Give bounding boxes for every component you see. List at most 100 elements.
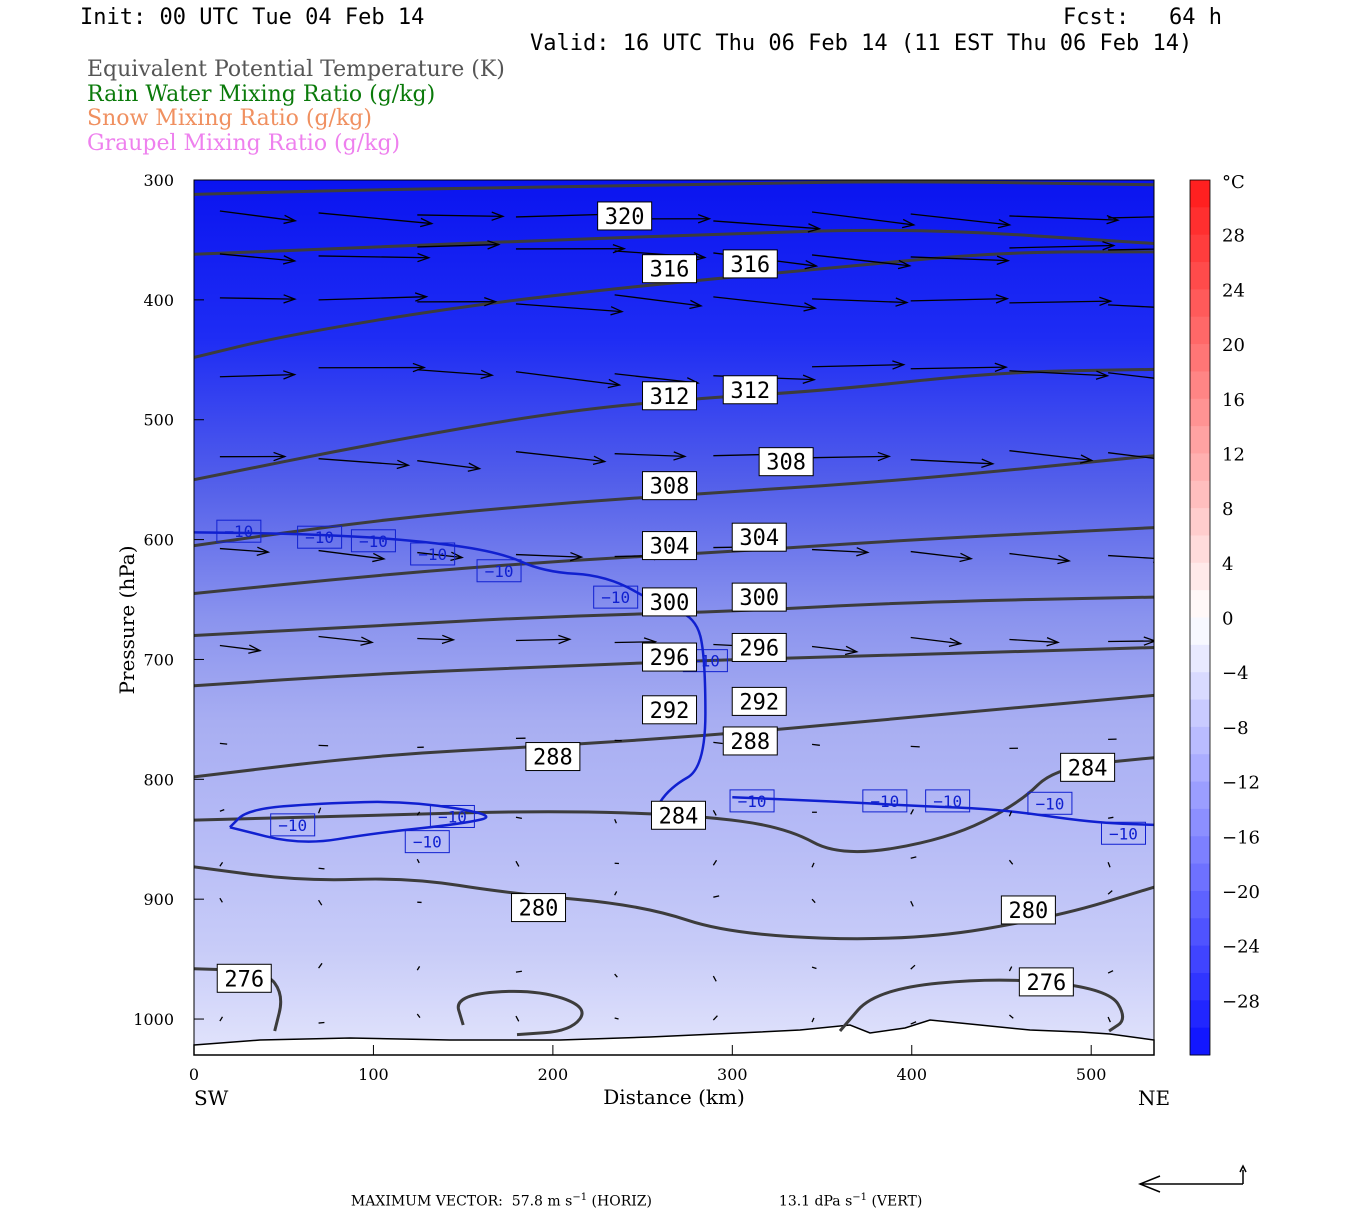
- y-tick-label: 600: [143, 531, 174, 550]
- y-axis-label: Pressure (hPa): [115, 546, 139, 695]
- colorbar-segment: [1190, 235, 1210, 263]
- colorbar-segment: [1190, 344, 1210, 372]
- colorbar-label: −4: [1222, 663, 1249, 684]
- colorbar-label: 28: [1222, 226, 1245, 247]
- vert-unit: dPa s: [815, 1194, 853, 1210]
- colorbar-segment: [1190, 289, 1210, 317]
- colorbar-label: 12: [1222, 444, 1245, 465]
- contour-label: 304: [739, 526, 779, 551]
- contour-label: 296: [739, 636, 779, 661]
- x-tick-label: 200: [538, 1065, 569, 1084]
- temperature-label: −10: [485, 562, 514, 581]
- colorbar-segment: [1190, 946, 1210, 974]
- colorbar-segment: [1190, 453, 1210, 481]
- colorbar-segment: [1190, 864, 1210, 892]
- max-vector-label: MAXIMUM VECTOR:: [351, 1194, 503, 1210]
- vert-tag: (VERT): [871, 1194, 922, 1210]
- colorbar-segment: [1190, 836, 1210, 864]
- contour-label: 284: [1068, 756, 1108, 781]
- colorbar-label: −12: [1222, 773, 1260, 794]
- wind-vector: [516, 971, 522, 972]
- wind-vector: [319, 1023, 325, 1024]
- temperature-label: −10: [933, 792, 962, 811]
- x-tick-label: 0: [189, 1065, 199, 1084]
- contour-label: 308: [766, 451, 806, 476]
- temperature-label: −10: [278, 816, 307, 835]
- colorbar-segment: [1190, 754, 1210, 782]
- temperature-label: −10: [601, 588, 630, 607]
- wind-vector: [220, 743, 227, 744]
- colorbar-segment: [1190, 508, 1210, 536]
- colorbar-segment: [1190, 809, 1210, 837]
- temperature-label: −10: [1109, 824, 1138, 843]
- colorbar-segment: [1190, 535, 1210, 563]
- colorbar-segment: [1190, 481, 1210, 509]
- y-tick-label: 1000: [133, 1010, 174, 1029]
- vert-unit-exponent: −1: [852, 1192, 867, 1203]
- colorbar-segment: [1190, 371, 1210, 399]
- colorbar-label: 8: [1222, 499, 1233, 520]
- contour-label: 320: [605, 205, 645, 230]
- colorbar-segment: [1190, 700, 1210, 728]
- temperature-label: −10: [438, 807, 467, 826]
- contour-label: 292: [650, 699, 690, 724]
- contour-label: 316: [730, 253, 770, 278]
- y-tick-label: 700: [143, 650, 174, 669]
- colorbar-label: 16: [1222, 390, 1245, 411]
- contour-label: 292: [739, 690, 779, 715]
- y-tick-label: 400: [143, 291, 174, 310]
- colorbar-segment: [1190, 399, 1210, 427]
- contour-label: 280: [1009, 899, 1049, 924]
- max-horiz-value: 57.8: [512, 1194, 543, 1210]
- max-vector-caption: MAXIMUM VECTOR: 57.8 m s−1 (HORIZ): [342, 1176, 652, 1210]
- x-tick-label: 400: [896, 1065, 927, 1084]
- y-tick-label: 300: [143, 171, 174, 190]
- left-end-label: SW: [194, 1086, 229, 1110]
- colorbar-segment: [1190, 180, 1210, 208]
- colorbar-segment: [1190, 727, 1210, 755]
- y-tick-label: 900: [143, 890, 174, 909]
- contour-label: 276: [1026, 971, 1066, 996]
- max-vert-value: 13.1: [779, 1194, 810, 1210]
- contour-label: 288: [730, 730, 770, 755]
- colorbar-label: 24: [1222, 280, 1245, 301]
- colorbar-segment: [1190, 782, 1210, 810]
- wind-vector: [911, 746, 920, 747]
- colorbar-segment: [1190, 207, 1210, 235]
- contour-label: 312: [650, 385, 690, 410]
- temperature-label: −10: [224, 522, 253, 541]
- temperature-label: −10: [870, 792, 899, 811]
- colorbar-segment: [1190, 262, 1210, 290]
- x-tick-label: 100: [358, 1065, 389, 1084]
- horiz-unit: m s: [547, 1194, 572, 1210]
- colorbar-segment: [1190, 1000, 1210, 1028]
- y-tick-label: 800: [143, 770, 174, 789]
- right-end-label: NE: [1138, 1086, 1170, 1110]
- colorbar-label: −8: [1222, 718, 1249, 739]
- colorbar-label: 20: [1222, 335, 1245, 356]
- max-vert-caption: 13.1 dPa s−1 (VERT): [770, 1176, 922, 1210]
- horiz-tag: (HORIZ): [592, 1194, 652, 1210]
- contour-label: 296: [650, 646, 690, 671]
- colorbar-label: −28: [1222, 991, 1260, 1012]
- y-tick-label: 500: [143, 411, 174, 430]
- colorbar-segment: [1190, 563, 1210, 591]
- x-tick-label: 300: [717, 1065, 748, 1084]
- temperature-label: −10: [359, 532, 388, 551]
- colorbar-segment: [1190, 618, 1210, 646]
- contour-label: 300: [650, 591, 690, 616]
- colorbar-segment: [1190, 672, 1210, 700]
- colorbar-segment: [1190, 1028, 1210, 1056]
- colorbar-label: −16: [1222, 827, 1260, 848]
- contour-label: 280: [519, 897, 559, 922]
- contour-label: 300: [739, 586, 779, 611]
- contour-label: 312: [730, 379, 770, 404]
- colorbar-segment: [1190, 590, 1210, 618]
- contour-label: 284: [659, 804, 699, 829]
- temperature-label: −10: [418, 545, 447, 564]
- colorbar-segment: [1190, 426, 1210, 454]
- contour-label: 316: [650, 258, 690, 283]
- colorbar-segment: [1190, 645, 1210, 673]
- colorbar-label: −20: [1222, 882, 1260, 903]
